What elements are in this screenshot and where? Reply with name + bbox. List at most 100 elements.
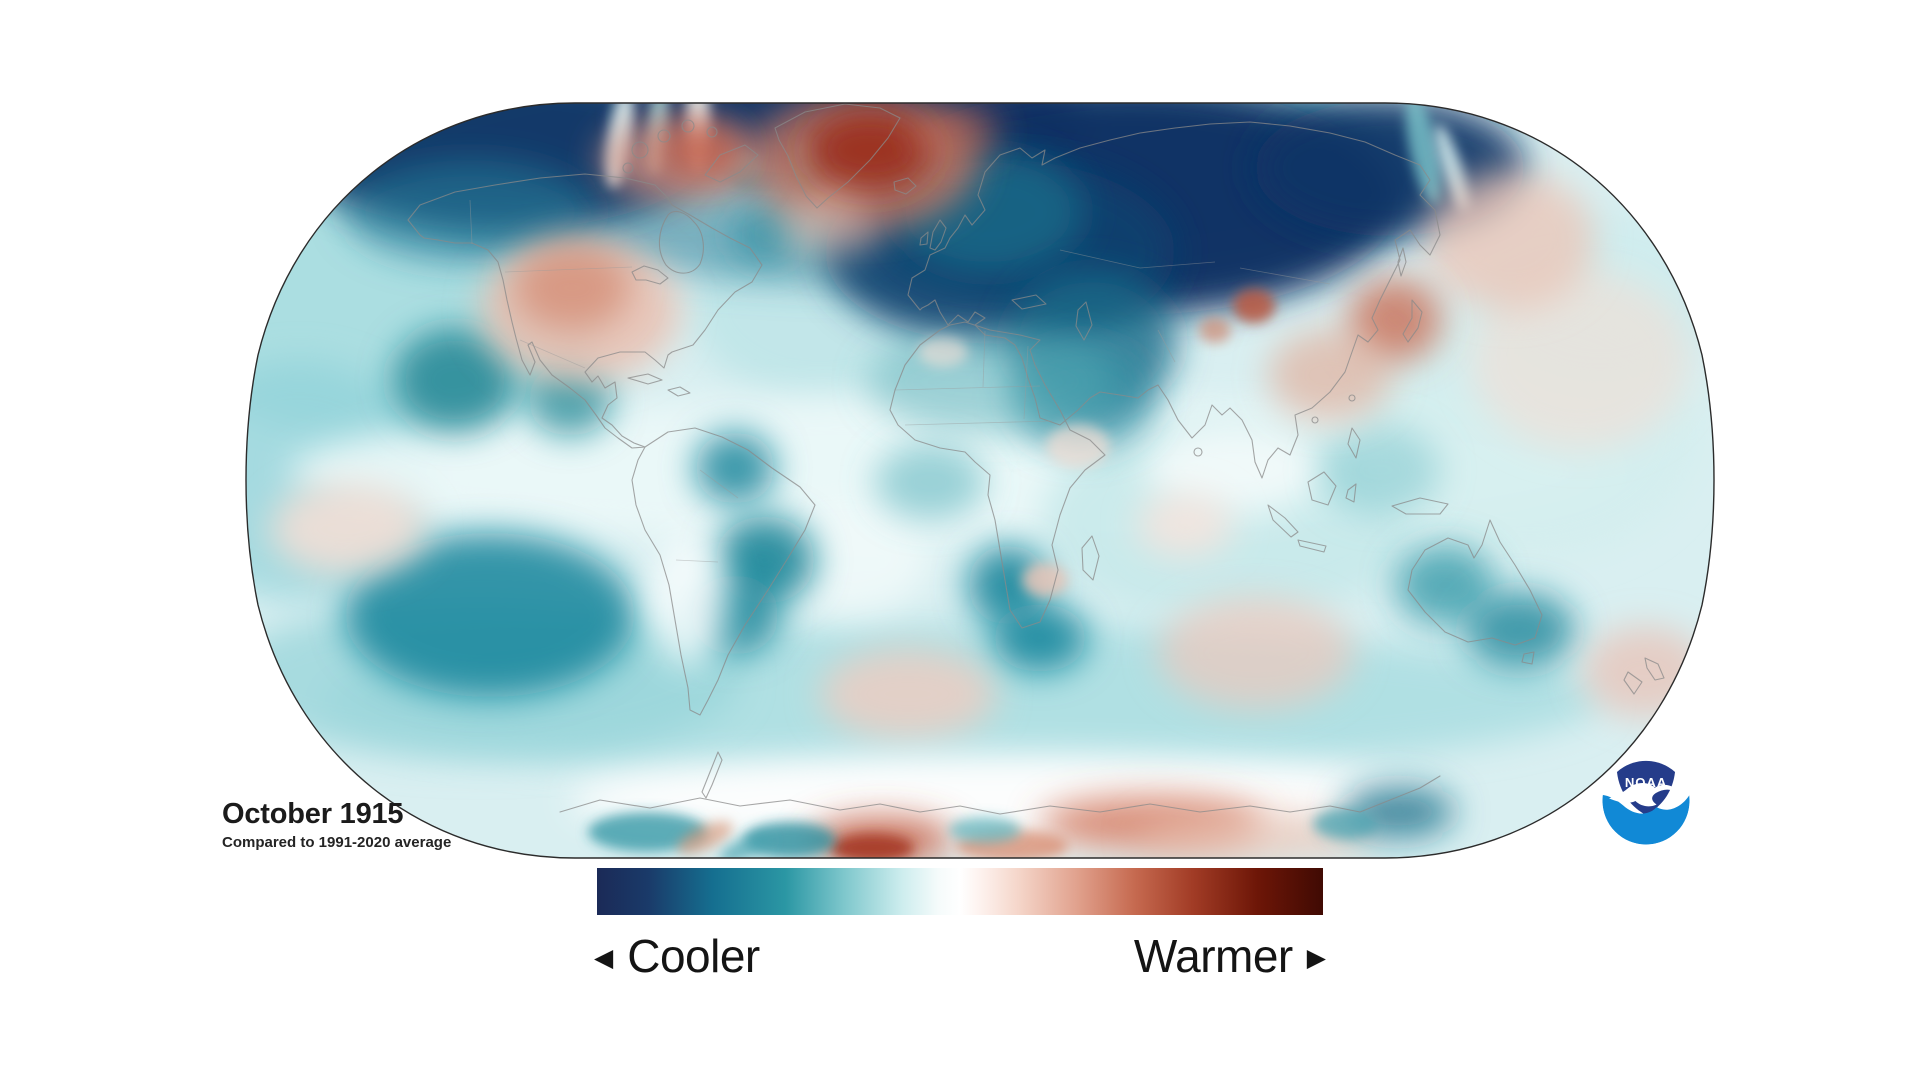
anomaly-blob: [968, 545, 1048, 625]
outline-north-america: [407, 173, 763, 449]
outline-baffin-island: [704, 144, 759, 183]
anomaly-blob: [719, 833, 771, 858]
outline-ireland: [919, 231, 929, 246]
border-line: [519, 339, 586, 369]
outline-new-guinea: [1391, 497, 1449, 515]
outline-eurasia: [907, 121, 1441, 479]
outline-arctic-island: [706, 126, 718, 138]
anomaly-blob: [820, 648, 996, 740]
noaa-logo: NOAA: [1602, 757, 1690, 845]
border-line: [675, 559, 719, 563]
anomaly-blob: [658, 124, 742, 176]
outline-greenland: [774, 103, 901, 209]
right-arrow-icon: ▶: [1306, 943, 1326, 972]
border-line: [904, 420, 1053, 426]
anomaly-blob: [780, 200, 880, 260]
outline-new-zealand-north: [1644, 657, 1665, 681]
outline-africa: [889, 321, 1106, 629]
outline-arctic-island: [657, 129, 671, 143]
anomaly-blob: [1470, 270, 1690, 450]
anomaly-blob: [1022, 563, 1068, 597]
outline-taiwan: [1348, 394, 1356, 402]
anomaly-blob: [1465, 592, 1575, 668]
anomaly-blob: [949, 817, 1021, 843]
colorbar: [597, 868, 1323, 915]
outline-arctic-island: [681, 119, 695, 133]
outline-south-america: [631, 427, 816, 716]
anomaly-blob: [695, 432, 775, 504]
outline-arctic-island: [631, 141, 649, 159]
anomaly-blob: [1158, 597, 1354, 709]
outline-hudson-bay: [658, 210, 704, 274]
border-line: [1023, 345, 1029, 420]
anomaly-blob: [528, 364, 612, 436]
anomaly-blob: [1268, 329, 1392, 421]
anomaly-blob: [1313, 809, 1377, 839]
outline-sulawesi: [1345, 483, 1357, 503]
anomaly-blob: [1199, 317, 1231, 343]
continent-outlines: [407, 103, 1665, 815]
outline-java: [1297, 539, 1327, 553]
anomaly-blob: [918, 337, 968, 367]
outline-great-britain: [929, 219, 947, 251]
anomaly-blob: [514, 246, 630, 330]
title-block: October 1915 Compared to 1991-2020 avera…: [222, 798, 451, 851]
anomaly-blob: [830, 834, 914, 858]
anomaly-blob: [1233, 289, 1275, 323]
anomaly-blob: [652, 535, 728, 665]
border-line: [699, 469, 739, 499]
outline-japan: [1402, 299, 1423, 343]
noaa-seagull-icon: [1609, 782, 1681, 807]
outline-hispaniola: [667, 386, 691, 397]
anomaly-blob: [1425, 170, 1595, 310]
outline-black-sea: [1011, 294, 1047, 310]
border-line: [469, 199, 473, 245]
anomaly-blob: [993, 604, 1087, 672]
border-line: [1059, 249, 1216, 269]
anomaly-blob: [1137, 493, 1233, 557]
country-borders: [469, 199, 1331, 563]
anomaly-blob: [1406, 103, 1442, 205]
anomaly-blob: [270, 483, 426, 575]
anomaly-blob: [916, 106, 1000, 158]
noaa-logo-text: NOAA: [1625, 775, 1667, 790]
anomaly-blob: [1046, 424, 1110, 468]
border-line: [894, 385, 1041, 391]
anomaly-blob: [1320, 425, 1440, 515]
anomaly-blob: [867, 330, 1117, 434]
left-arrow-icon: ◀: [594, 943, 614, 972]
noaa-logo-blue-wave: [1602, 794, 1690, 845]
anomaly-blob: [1583, 626, 1707, 718]
outline-iceland: [893, 177, 917, 195]
outline-cuba: [627, 373, 663, 385]
legend-warmer: Warmer ▶: [1134, 930, 1326, 983]
outline-madagascar: [1081, 535, 1100, 581]
anomaly-blob: [744, 822, 836, 858]
anomaly-blob: [875, 444, 985, 520]
border-line: [982, 330, 986, 388]
warmer-label: Warmer: [1133, 930, 1293, 982]
anomaly-blob: [393, 328, 517, 432]
outline-borneo: [1307, 471, 1337, 506]
outline-caspian-sea: [1075, 301, 1093, 341]
cooler-label: Cooler: [627, 930, 760, 982]
map-title: October 1915: [222, 798, 404, 830]
border-line: [1239, 267, 1331, 285]
map-outline: [245, 102, 1715, 859]
border-line: [1157, 329, 1176, 363]
outline-antarctic-peninsula: [701, 751, 723, 799]
outline-antarctica: [559, 775, 1441, 815]
legend-labels: ◀ Cooler Warmer ▶: [594, 930, 1326, 983]
anomaly-blob: [677, 821, 733, 855]
outline-hainan: [1311, 416, 1319, 424]
outline-sri-lanka: [1193, 447, 1203, 457]
anomaly-blob: [345, 533, 635, 697]
outline-new-zealand-south: [1623, 671, 1643, 695]
anomaly-blob: [1145, 423, 1325, 513]
anomaly-blob: [588, 812, 708, 852]
outline-tasmania: [1521, 651, 1535, 665]
legend-cooler: ◀ Cooler: [594, 930, 760, 983]
outline-sumatra: [1267, 504, 1299, 538]
